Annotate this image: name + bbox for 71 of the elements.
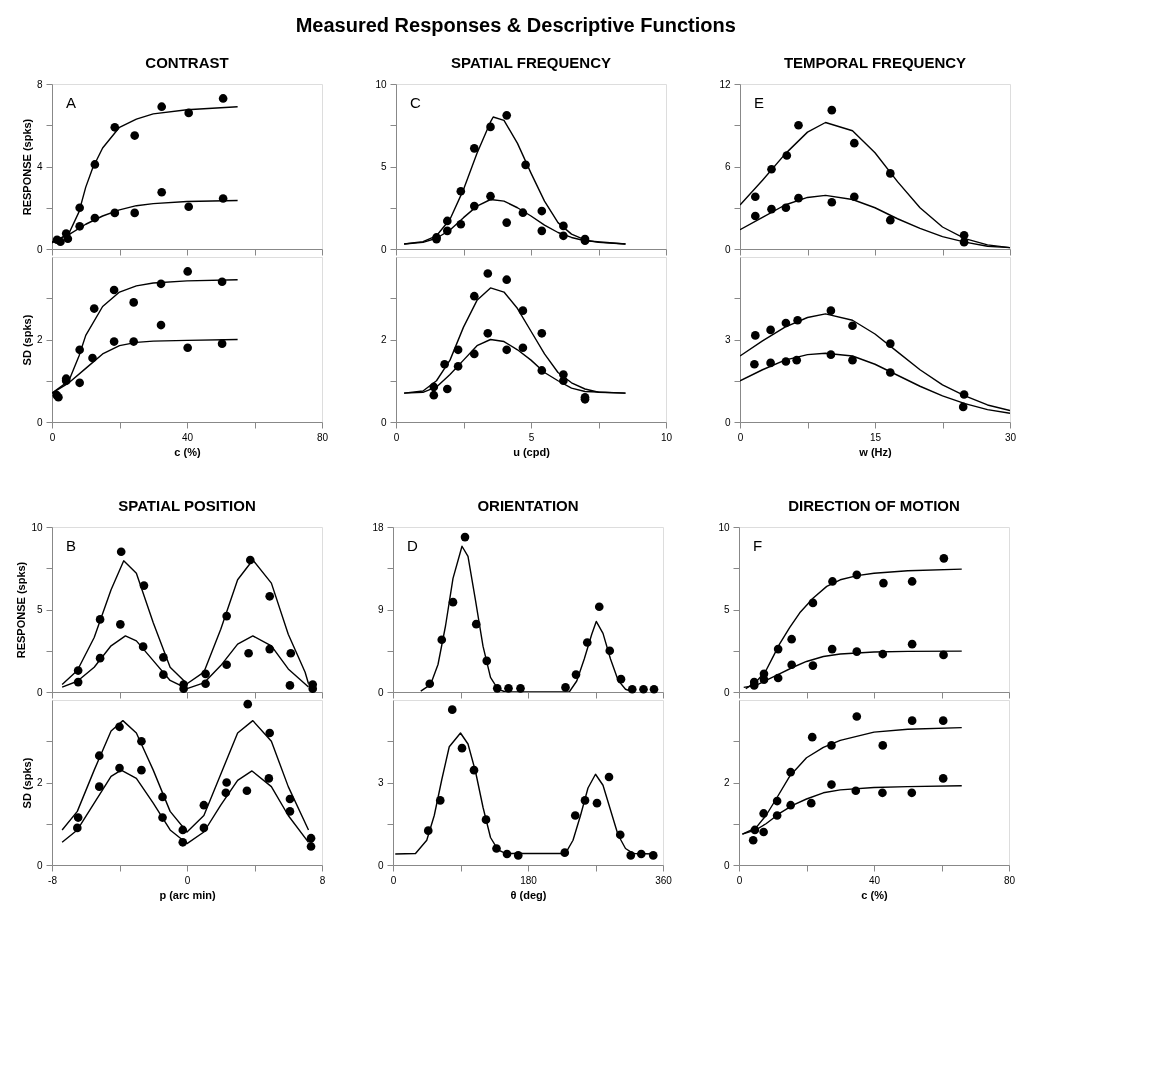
- chart-title: DIRECTION OF MOTION: [788, 497, 960, 514]
- y-tick-label: 5: [723, 604, 730, 615]
- x-tick-label: 10: [660, 431, 673, 443]
- chart-title: CONTRAST: [145, 54, 229, 71]
- y-tick-label: 18: [372, 521, 384, 533]
- y-tick-label: 6: [724, 161, 731, 172]
- y-tick-label: 0: [36, 416, 43, 428]
- annotation: B: [66, 537, 77, 554]
- y-tick-label: 0: [723, 686, 730, 698]
- x-tick-label: 180: [520, 874, 538, 886]
- y-tick-label: 2: [36, 777, 43, 788]
- chart-title: SPATIAL POSITION: [118, 497, 256, 514]
- y-axis-title: RESPONSE (spks): [20, 118, 33, 216]
- chart-title: SPATIAL FREQUENCY: [450, 54, 612, 71]
- y-tick-label: 10: [375, 78, 387, 90]
- x-tick-label: 0: [49, 431, 56, 443]
- x-tick-label: 15: [869, 431, 882, 443]
- y-tick-label: 5: [36, 604, 43, 615]
- x-tick-label: 0: [736, 874, 743, 886]
- y-tick-label: 3: [377, 777, 384, 788]
- y-tick-label: 0: [724, 416, 731, 428]
- x-tick-label: 360: [655, 874, 673, 886]
- y-tick-label: 0: [723, 859, 730, 871]
- y-tick-label: 0: [36, 859, 43, 871]
- y-tick-label: 12: [719, 78, 731, 90]
- y-tick-label: 2: [723, 777, 730, 788]
- x-tick-label: 80: [316, 431, 329, 443]
- y-tick-label: 4: [36, 161, 43, 172]
- x-tick-label: 8: [319, 874, 326, 886]
- x-axis-title: p (arc min): [159, 888, 216, 901]
- x-tick-label: 0: [737, 431, 744, 443]
- y-tick-label: 10: [718, 521, 730, 533]
- y-tick-label: 0: [380, 243, 387, 255]
- x-tick-label: 40: [868, 874, 881, 886]
- y-tick-label: 0: [377, 859, 384, 871]
- y-tick-label: 0: [380, 416, 387, 428]
- x-axis-title: θ (deg): [510, 888, 547, 901]
- y-tick-label: 10: [31, 521, 43, 533]
- x-axis-title: c (%): [861, 888, 888, 901]
- annotation: F: [753, 537, 763, 554]
- y-tick-label: 5: [380, 161, 387, 172]
- x-tick-label: -8: [48, 874, 58, 886]
- annotation: C: [410, 94, 421, 111]
- text: Measured Responses & Descriptive Functions: [295, 13, 736, 36]
- x-tick-label: 5: [528, 431, 535, 443]
- chart-title: ORIENTATION: [477, 497, 579, 514]
- y-axis-title: SD (spks): [20, 314, 33, 366]
- chart-title: TEMPORAL FREQUENCY: [783, 54, 967, 71]
- y-tick-label: 3: [724, 334, 731, 345]
- x-tick-label: 80: [1003, 874, 1016, 886]
- y-tick-label: 2: [380, 334, 387, 345]
- y-tick-label: 8: [36, 78, 43, 90]
- y-tick-label: 2: [36, 334, 43, 345]
- y-tick-label: 0: [36, 243, 43, 255]
- x-tick-label: 0: [390, 874, 397, 886]
- annotation: D: [407, 537, 418, 554]
- x-axis-title: u (cpd): [513, 445, 551, 458]
- annotation: E: [754, 94, 765, 111]
- y-axis-title: RESPONSE (spks): [15, 561, 28, 659]
- x-tick-label: 40: [181, 431, 194, 443]
- y-tick-label: 0: [724, 243, 731, 255]
- x-axis-title: w (Hz): [858, 445, 893, 458]
- x-axis-title: c (%): [174, 445, 201, 458]
- x-tick-label: 30: [1004, 431, 1017, 443]
- y-tick-label: 0: [377, 686, 384, 698]
- x-tick-label: 0: [393, 431, 400, 443]
- annotation: A: [66, 94, 77, 111]
- y-tick-label: 0: [36, 686, 43, 698]
- x-tick-label: 0: [184, 874, 191, 886]
- y-tick-label: 9: [377, 604, 384, 615]
- y-axis-title: SD (spks): [20, 757, 33, 809]
